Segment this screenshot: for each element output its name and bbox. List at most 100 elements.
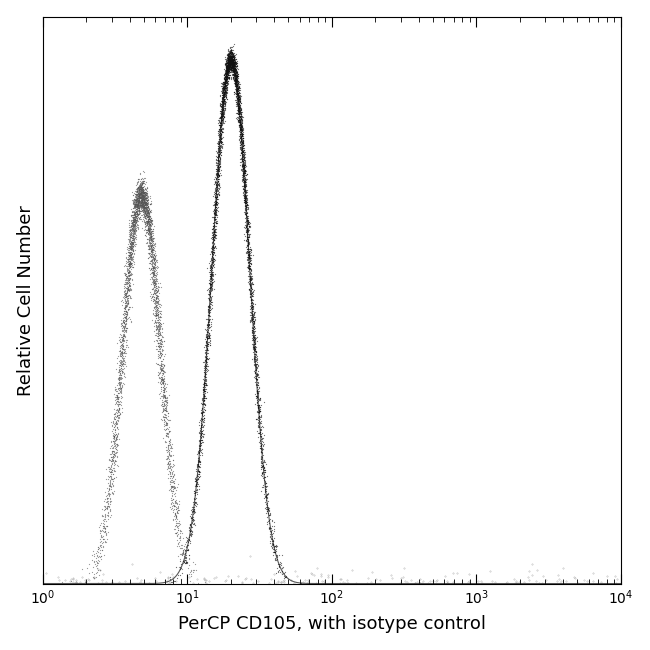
Point xyxy=(235,119,246,129)
Point xyxy=(164,445,175,455)
Point xyxy=(213,164,223,174)
Point xyxy=(144,248,155,258)
Point xyxy=(209,226,219,236)
Point xyxy=(103,507,113,517)
Point xyxy=(127,223,138,233)
Point xyxy=(235,117,245,127)
Point xyxy=(237,142,248,152)
Point xyxy=(227,55,237,66)
Point xyxy=(149,244,159,255)
Point xyxy=(261,504,272,514)
Point xyxy=(193,479,203,489)
Point xyxy=(152,278,162,288)
Point xyxy=(114,392,124,402)
Point xyxy=(225,70,235,81)
Point xyxy=(105,489,116,500)
Point xyxy=(216,97,227,107)
Point xyxy=(196,408,207,418)
Point xyxy=(204,267,214,278)
Point xyxy=(217,90,228,100)
Point xyxy=(213,176,223,187)
Point xyxy=(237,155,248,166)
Point xyxy=(238,174,248,185)
Point xyxy=(143,201,153,211)
Point xyxy=(118,323,129,333)
Point xyxy=(252,350,262,360)
Point xyxy=(147,215,157,226)
Point xyxy=(224,59,235,70)
Point xyxy=(146,252,156,262)
Point xyxy=(240,202,251,212)
Point xyxy=(144,231,154,242)
Point xyxy=(200,338,211,348)
Point xyxy=(210,196,220,207)
Point xyxy=(213,126,224,136)
Point xyxy=(232,76,242,86)
Point xyxy=(231,76,241,86)
Point xyxy=(225,51,235,61)
Point xyxy=(151,324,162,335)
Point xyxy=(239,139,250,150)
Point xyxy=(118,344,129,354)
Point xyxy=(125,292,136,303)
Point xyxy=(209,235,219,245)
Point xyxy=(121,306,131,316)
Point xyxy=(159,409,170,419)
Point xyxy=(200,384,211,394)
Point xyxy=(170,521,180,532)
Point xyxy=(245,283,255,293)
Point xyxy=(135,188,146,198)
Point xyxy=(214,137,224,148)
Point xyxy=(225,64,235,74)
Point xyxy=(207,242,218,252)
Point xyxy=(229,63,240,73)
Point xyxy=(213,162,223,173)
Point xyxy=(133,206,143,216)
Point xyxy=(170,514,180,524)
Point xyxy=(237,120,247,131)
Point xyxy=(219,72,229,83)
Point xyxy=(232,91,242,101)
Point xyxy=(205,259,216,270)
Point xyxy=(203,339,213,350)
Point xyxy=(224,62,234,72)
Point xyxy=(144,263,154,273)
Point xyxy=(226,59,236,70)
Point xyxy=(205,296,215,306)
Point xyxy=(157,374,167,384)
Point xyxy=(242,196,252,207)
Point xyxy=(109,466,119,476)
Point xyxy=(236,111,246,121)
Point xyxy=(235,97,246,107)
Point xyxy=(122,309,132,320)
Point xyxy=(122,272,133,282)
Point xyxy=(208,206,218,216)
Point xyxy=(124,260,135,270)
Point xyxy=(226,51,237,61)
Point xyxy=(139,190,150,201)
Point xyxy=(230,79,240,89)
Point xyxy=(92,557,103,567)
Point xyxy=(168,458,179,469)
Point xyxy=(153,308,163,318)
Point xyxy=(169,501,179,512)
Point xyxy=(236,121,246,131)
Point xyxy=(122,287,132,297)
Point xyxy=(127,229,138,239)
Point xyxy=(240,165,250,176)
Point xyxy=(144,207,155,217)
Point xyxy=(252,400,263,411)
Point xyxy=(157,377,168,387)
Point xyxy=(167,577,177,587)
Point xyxy=(92,550,102,560)
Point xyxy=(215,118,226,128)
Point xyxy=(204,304,214,315)
Point xyxy=(138,186,148,196)
Point xyxy=(144,240,154,250)
Point xyxy=(167,461,177,471)
Point xyxy=(239,198,250,209)
Point xyxy=(214,150,224,160)
Point xyxy=(239,162,249,173)
Point xyxy=(121,300,131,311)
Point xyxy=(239,194,249,205)
